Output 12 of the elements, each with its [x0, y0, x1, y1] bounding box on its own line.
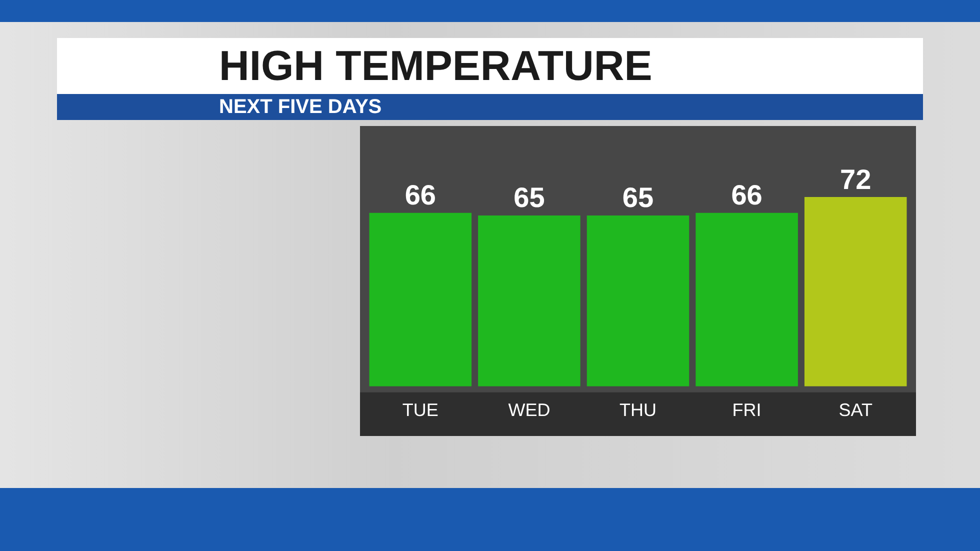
data-label: 66 — [404, 180, 436, 211]
data-label: 65 — [622, 182, 654, 214]
chart-title: HIGH TEMPERATURE — [219, 42, 652, 90]
x-tick-label: FRI — [732, 400, 762, 420]
x-tick-label: TUE — [402, 400, 438, 420]
x-tick-label: SAT — [838, 400, 872, 420]
x-tick-label: THU — [620, 400, 656, 420]
data-label: 72 — [840, 164, 872, 195]
data-label: 65 — [514, 182, 545, 214]
x-tick-label: WED — [508, 400, 550, 420]
chart-subtitle: NEXT FIVE DAYS — [219, 96, 382, 119]
data-label: 66 — [731, 180, 762, 211]
